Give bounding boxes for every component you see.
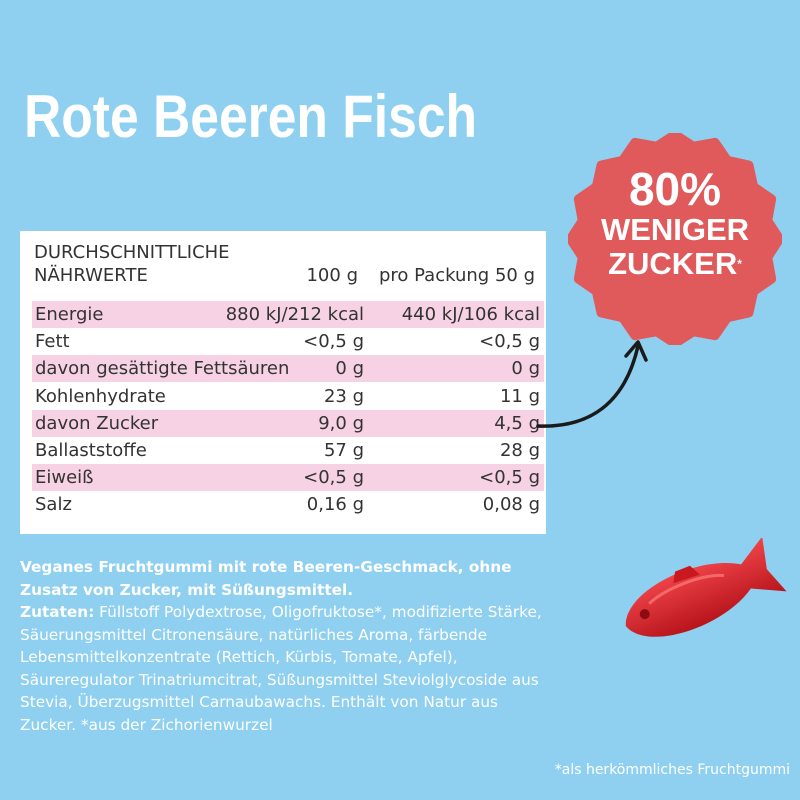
- nutrient-name: Energie: [35, 304, 104, 325]
- nutrition-row: Fett <0,5 g <0,5 g: [32, 328, 544, 355]
- value-per-pack: 440 kJ/106 kcal: [401, 304, 540, 325]
- product-title: Rote Beeren Fisch: [24, 83, 478, 150]
- nutrition-row: Energie 880 kJ/212 kcal 440 kJ/106 kcal: [32, 301, 544, 328]
- nutrition-row: Ballaststoffe 57 g 28 g: [32, 437, 544, 464]
- value-per-pack: 28 g: [499, 440, 540, 461]
- value-per-100g: 0 g: [335, 358, 364, 380]
- nutrient-name: davon Zucker: [35, 412, 159, 434]
- nutrition-row: davon gesättigte Fettsäuren 0 g 0 g: [32, 355, 544, 383]
- header-line-2: NÄHRWERTE: [34, 265, 148, 286]
- column-header-100g: 100 g: [306, 265, 358, 286]
- value-per-pack: 4,5 g: [494, 412, 540, 434]
- value-per-pack: 0 g: [511, 358, 540, 380]
- footnote: *als herkömmliches Fruchtgummi: [554, 762, 790, 778]
- nutrition-row: davon Zucker 9,0 g 4,5 g: [32, 409, 544, 437]
- value-per-100g: <0,5 g: [303, 331, 364, 353]
- value-per-pack: 0,08 g: [482, 494, 540, 516]
- value-per-100g: 57 g: [323, 440, 364, 461]
- badge-asterisk: *: [737, 257, 742, 271]
- value-per-100g: 0,16 g: [306, 494, 364, 516]
- badge-percent: 80%: [628, 163, 722, 215]
- value-per-pack: 11 g: [499, 385, 540, 407]
- badge-zucker: ZUCKER*: [568, 247, 782, 281]
- nutrition-panel: DURCHSCHNITTLICHE NÄHRWERTE 100 g pro Pa…: [20, 231, 546, 534]
- nutrition-row: Salz 0,16 g 0,08 g: [32, 491, 544, 518]
- nutrient-name: Salz: [35, 494, 72, 516]
- nutrition-header-label: DURCHSCHNITTLICHE NÄHRWERTE: [34, 241, 294, 287]
- nutrient-name: Eiweiß: [35, 467, 94, 489]
- ingredients-text: Füllstoff Polydextrose, Oligofruktose*, …: [20, 603, 542, 734]
- product-description: Veganes Fruchtgummi mit rote Beeren-Gesc…: [20, 556, 550, 736]
- nutrition-row: Kohlenhydrate 23 g 11 g: [32, 383, 544, 410]
- nutrient-name: Fett: [35, 331, 70, 353]
- badge-seal: [568, 133, 782, 345]
- value-per-100g: 9,0 g: [318, 412, 364, 434]
- header-line-1: DURCHSCHNITTLICHE: [34, 242, 230, 263]
- ingredients-label: Zutaten:: [20, 603, 95, 621]
- value-per-pack: <0,5 g: [479, 331, 540, 353]
- value-per-100g: <0,5 g: [303, 467, 364, 489]
- column-header-pack: pro Packung 50 g: [378, 265, 535, 286]
- fish-gummy-icon: [625, 538, 787, 637]
- value-per-100g: 23 g: [323, 385, 364, 407]
- nutrient-name: davon gesättigte Fettsäuren: [35, 358, 290, 380]
- nutrition-header: DURCHSCHNITTLICHE NÄHRWERTE 100 g pro Pa…: [34, 241, 544, 291]
- value-per-100g: 880 kJ/212 kcal: [225, 304, 364, 325]
- value-per-pack: <0,5 g: [479, 467, 540, 489]
- nutrient-name: Ballaststoffe: [35, 440, 147, 461]
- seal-shape: [568, 133, 782, 345]
- sugar-badge: 80% WENIGER ZUCKER*: [568, 165, 782, 281]
- badge-zucker-text: ZUCKER: [608, 246, 738, 281]
- arrow-icon: [536, 340, 648, 428]
- badge-weniger: WENIGER: [600, 212, 750, 247]
- description-lead: Veganes Fruchtgummi mit rote Beeren-Gesc…: [20, 558, 512, 599]
- nutrition-row: Eiweiß <0,5 g <0,5 g: [32, 464, 544, 492]
- nutrient-name: Kohlenhydrate: [35, 385, 166, 407]
